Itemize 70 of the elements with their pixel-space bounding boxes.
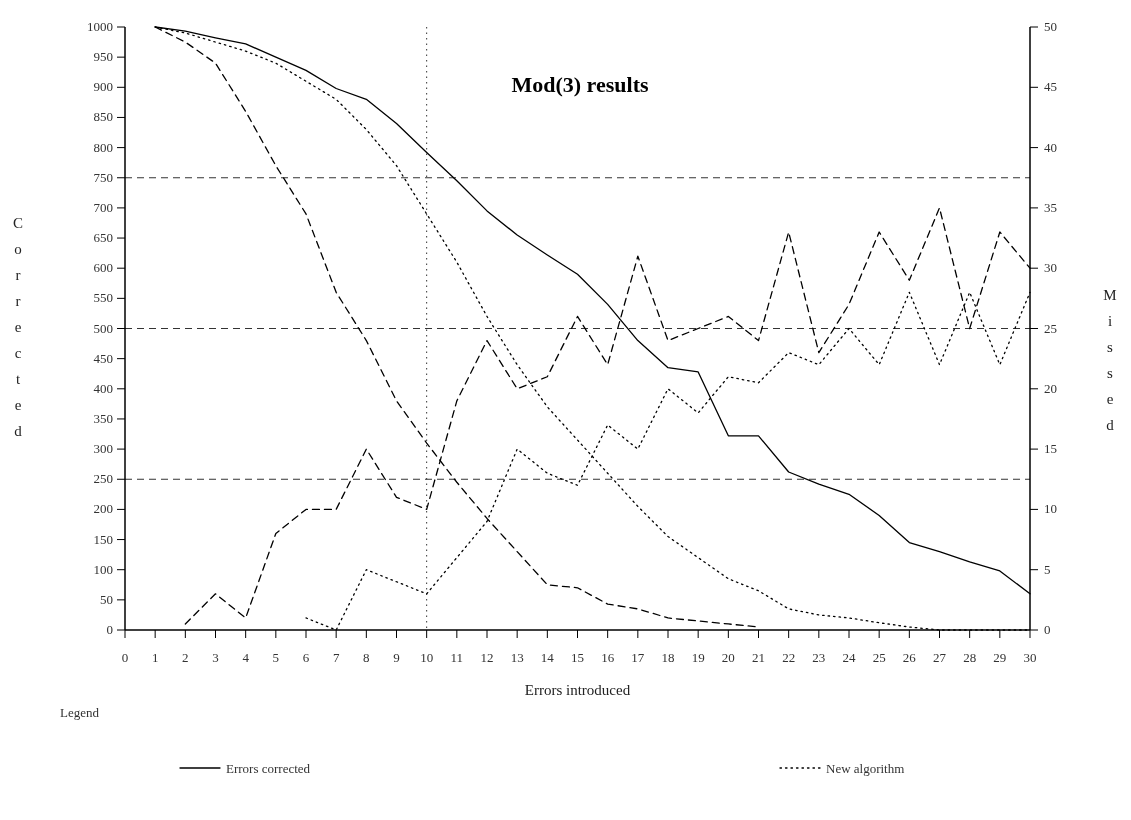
x-tick-label: 25 — [872, 650, 886, 665]
y-tick-label: 750 — [93, 169, 113, 185]
y-tick-label: 1000 — [87, 19, 113, 34]
x-tick-label: 7 — [332, 650, 340, 665]
x-tick-label: 20 — [721, 650, 735, 665]
y-tick-label: 800 — [93, 139, 113, 155]
y-tick-label: 350 — [93, 410, 113, 426]
x-tick-label: 0 — [121, 650, 129, 665]
y-tick-label: 300 — [93, 441, 113, 457]
y2-axis-title: Missed — [1103, 287, 1117, 433]
y2-tick-label: 10 — [1044, 501, 1057, 517]
y-tick-label: 150 — [93, 531, 113, 547]
y-tick-label: 600 — [93, 260, 113, 276]
y-tick-label: 550 — [93, 290, 113, 306]
x-tick-label: 9 — [393, 650, 400, 665]
x-tick-label: 28 — [963, 650, 977, 665]
x-tick-label: 1 — [151, 650, 159, 665]
y-tick-label: 250 — [93, 471, 113, 487]
y2-tick-label: 40 — [1044, 139, 1057, 155]
legend-label: New algorithm — [826, 761, 905, 776]
y2-tick-label: 20 — [1044, 380, 1057, 396]
x-tick-label: 18 — [661, 650, 675, 665]
y-tick-label: 500 — [93, 320, 113, 336]
x-tick-label: 21 — [752, 650, 765, 665]
x-tick-label: 12 — [480, 650, 494, 665]
x-axis-title: Errors introduced — [524, 682, 631, 698]
x-tick-label: 16 — [601, 650, 615, 665]
legend-label: Errors corrected — [226, 761, 311, 776]
y2-tick-label: 30 — [1044, 260, 1057, 276]
y-tick-label: 900 — [93, 79, 113, 95]
y-tick-label: 200 — [93, 501, 113, 517]
y-tick-label: 850 — [93, 109, 113, 125]
x-tick-label: 26 — [902, 650, 917, 665]
x-tick-label: 14 — [540, 650, 555, 665]
y-tick-label: 700 — [93, 199, 113, 215]
x-tick-label: 17 — [631, 650, 645, 665]
x-tick-label: 22 — [782, 650, 796, 665]
x-tick-label: 23 — [812, 650, 826, 665]
x-tick-label: 10 — [420, 650, 434, 665]
x-tick-label: 19 — [691, 650, 705, 665]
x-tick-label: 29 — [993, 650, 1007, 665]
x-tick-label: 27 — [933, 650, 947, 665]
x-tick-label: 15 — [571, 650, 584, 665]
text: Mod(3) results — [511, 72, 649, 97]
x-tick-label: 11 — [450, 650, 464, 665]
y2-tick-label: 15 — [1044, 441, 1057, 457]
y2-tick-label: 50 — [1044, 19, 1057, 34]
y2-tick-label: 45 — [1044, 79, 1057, 95]
y-tick-label: 0 — [106, 622, 113, 637]
x-tick-label: 3 — [212, 650, 219, 665]
y-tick-label: 400 — [93, 380, 113, 396]
x-tick-label: 8 — [363, 650, 370, 665]
y2-tick-label: 25 — [1044, 320, 1057, 336]
x-tick-label: 2 — [182, 650, 189, 665]
x-tick-label: 30 — [1023, 650, 1037, 665]
y2-tick-label: 5 — [1044, 561, 1051, 577]
y-tick-label: 950 — [93, 49, 113, 65]
x-tick-label: 5 — [272, 650, 280, 665]
y2-tick-label: 35 — [1044, 199, 1057, 215]
legend-title: Legend — [60, 705, 100, 720]
x-tick-label: 6 — [302, 650, 310, 665]
y-tick-label: 50 — [100, 591, 113, 607]
y-tick-label: 100 — [93, 561, 113, 577]
text: Corrected — [12, 215, 24, 439]
y2-tick-label: 0 — [1044, 622, 1051, 637]
y-tick-label: 650 — [93, 230, 113, 246]
y-tick-label: 450 — [93, 350, 113, 366]
x-tick-label: 24 — [842, 650, 856, 665]
x-tick-label: 13 — [510, 650, 524, 665]
x-tick-label: 4 — [242, 650, 250, 665]
